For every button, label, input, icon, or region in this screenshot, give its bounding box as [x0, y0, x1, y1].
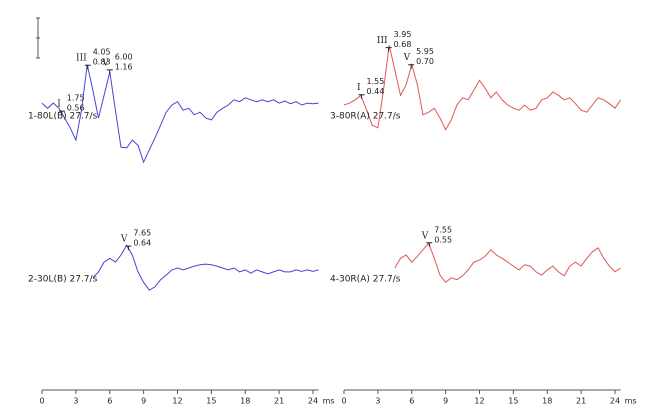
peak-latency: 7.55 — [434, 225, 452, 234]
trace-label: 4-30R(A) 27.7/s — [330, 275, 401, 285]
peak-amplitude: 0.44 — [367, 87, 385, 96]
peak-amplitude: 1.16 — [115, 62, 133, 71]
peak-amplitude: 0.68 — [394, 40, 412, 49]
x-tick-label: 12 — [474, 397, 484, 406]
peak-latency: 3.95 — [394, 30, 412, 39]
x-axis-label: ms — [625, 397, 637, 406]
peak-amplitude: 0.56 — [67, 104, 85, 113]
x-axis-label: ms — [323, 397, 335, 406]
peak-marker — [408, 64, 415, 69]
peak-latency: 1.75 — [67, 94, 85, 103]
trace-label: 3-80R(A) 27.7/s — [330, 112, 401, 122]
peak-marker — [58, 110, 65, 116]
x-tick-label: 9 — [443, 397, 448, 406]
x-tick-label: 3 — [375, 397, 380, 406]
peak-marker — [426, 242, 433, 247]
peak-marker — [125, 245, 132, 251]
peak-marker — [84, 64, 91, 70]
peak-marker — [358, 94, 365, 99]
x-tick-label: 0 — [341, 397, 346, 406]
waveform — [92, 244, 319, 291]
peak-latency: 1.55 — [367, 77, 385, 86]
peak-latency: 5.95 — [416, 47, 434, 56]
peak-name: V — [101, 58, 109, 68]
peak-name: I — [57, 100, 61, 110]
waveform — [394, 242, 621, 284]
peak-name: V — [403, 53, 411, 63]
peak-amplitude: 0.70 — [416, 57, 434, 66]
x-tick-label: 15 — [508, 397, 518, 406]
x-tick-label: 18 — [240, 397, 250, 406]
x-tick-label: 6 — [107, 397, 112, 406]
peak-amplitude: 0.64 — [133, 239, 151, 248]
x-tick-label: 18 — [542, 397, 552, 406]
x-tick-label: 24 — [610, 397, 620, 406]
x-tick-label: 21 — [274, 397, 284, 406]
peak-name: III — [76, 54, 87, 64]
peak-latency: 6.00 — [115, 52, 133, 61]
peak-name: I — [357, 83, 361, 93]
peak-latency: 4.05 — [93, 48, 111, 57]
x-tick-label: 6 — [409, 397, 414, 406]
peak-name: III — [377, 36, 388, 46]
peak-amplitude: 0.83 — [93, 58, 111, 67]
x-tick-label: 21 — [576, 397, 586, 406]
peak-amplitude: 0.55 — [434, 235, 452, 244]
x-tick-label: 9 — [141, 397, 146, 406]
x-tick-label: 3 — [73, 397, 78, 406]
peak-marker — [106, 69, 113, 74]
peak-latency: 7.65 — [133, 229, 151, 238]
trace-label: 1-80L(B) 27.7/s — [28, 112, 98, 122]
scale-bar — [36, 17, 40, 59]
x-tick-label: 24 — [308, 397, 318, 406]
x-tick-label: 15 — [206, 397, 216, 406]
peak-marker — [385, 47, 392, 52]
trace-label: 2-30L(B) 27.7/s — [28, 275, 98, 285]
peak-name: V — [421, 231, 429, 241]
peak-name: V — [120, 235, 128, 245]
x-tick-label: 12 — [172, 397, 182, 406]
x-tick-label: 0 — [39, 397, 44, 406]
waveform — [343, 45, 622, 131]
